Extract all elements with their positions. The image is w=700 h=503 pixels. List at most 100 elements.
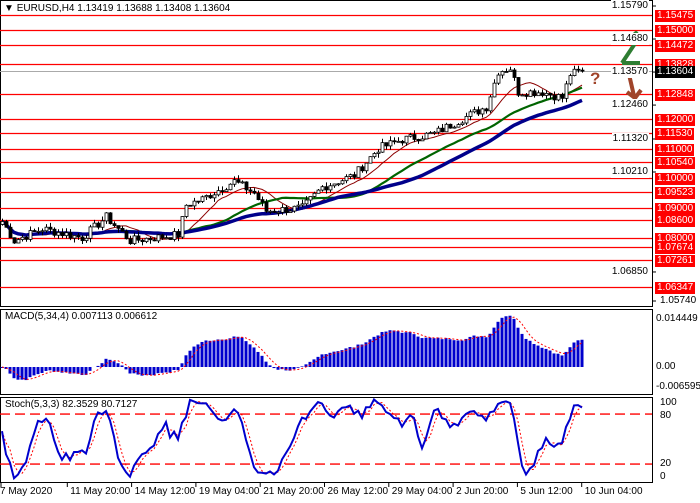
candle-body [477,110,480,114]
candle-body [565,84,568,98]
macd-histogram-bar [205,340,208,367]
macd-histogram-bar [89,367,92,371]
macd-histogram-bar [333,352,336,367]
macd-histogram-bar [457,340,460,367]
candle-body [537,93,540,96]
macd-histogram-bar [385,332,388,367]
candle-body [469,112,472,117]
candle-body [45,227,48,231]
macd-histogram-bar [37,367,40,374]
candle-body [73,235,76,238]
level-price-label: 1.15475 [655,10,695,22]
candle-body [153,240,156,241]
macd-histogram-bar [357,345,360,367]
candle-body [317,190,320,193]
stoch-tick-label: 20 [660,458,671,470]
macd-histogram-bar [533,344,536,367]
candle-body [349,175,352,177]
macd-histogram-bar [473,336,476,367]
price-tick-label: 1.06850 [611,266,649,278]
candle-body [321,187,324,190]
level-price-label: 1.12848 [655,89,695,101]
candle-body [161,235,164,238]
candle-body [37,231,40,232]
candle-body [509,70,512,72]
macd-histogram-bar [173,367,176,370]
macd-histogram-bar [33,367,36,375]
candle-body [481,109,484,114]
time-axis-label: 2 Jun 20:00 [456,486,508,498]
macd-histogram-bar [341,350,344,367]
candle-body [181,216,184,237]
macd-panel-border [1,310,653,395]
time-axis-label: 21 May 20:00 [263,486,324,498]
candle-body [49,227,52,229]
candle-body [341,181,344,184]
macd-histogram-bar [149,367,152,375]
candle-body [561,94,564,98]
stoch-tick-label: 80 [660,410,671,422]
candle-body [277,212,280,213]
candle-body [557,94,560,99]
macd-histogram-bar [253,347,256,367]
candle-body [333,184,336,186]
macd-histogram-bar [145,367,148,375]
level-price-label: 1.08600 [655,215,695,227]
candle-body [457,125,460,128]
current-price-label: 1.13604 [655,66,695,78]
candle-body [289,211,292,213]
macd-histogram-bar [389,330,392,367]
candle-body [549,93,552,95]
candle-body [449,124,452,128]
macd-histogram-bar [317,357,320,367]
level-price-label: 1.11530 [655,128,694,140]
macd-histogram-bar [545,349,548,367]
macd-histogram-bar [49,367,52,370]
macd-histogram-bar [493,328,496,367]
candle-body [229,184,232,189]
macd-histogram-bar [265,362,268,367]
candle-body [529,91,532,97]
macd-histogram-bar [45,367,48,371]
candle-body [501,71,504,75]
macd-histogram-bar [529,341,532,367]
macd-histogram-bar [485,337,488,367]
candle-body [309,196,312,200]
candle-body [437,128,440,132]
time-axis-label: 19 May 04:00 [199,486,260,498]
candle-body [57,232,60,235]
stoch-main-line [2,399,582,478]
candle-body [105,213,108,221]
candle-body [433,132,436,133]
candle-body [5,221,8,227]
candle-body [413,135,416,140]
candle-body [485,109,488,111]
dropdown-triangle-icon[interactable]: ▼ [4,3,14,14]
candle-body [489,97,492,111]
macd-histogram-bar [381,332,384,367]
stoch-label: Stoch(5,3,3) 82.3529 80.7127 [5,399,137,410]
candle-body [149,238,152,239]
candle-body [265,202,268,211]
candle-body [185,205,188,216]
macd-histogram-bar [17,367,20,380]
candle-body [89,227,92,238]
candle-body [173,231,176,239]
candle-body [245,182,248,190]
candle-body [1,221,4,224]
candle-body [109,213,112,224]
macd-histogram-bar [517,328,520,367]
candle-body [225,190,228,192]
candle-body [117,226,120,229]
macd-histogram-bar [225,340,228,367]
candle-body [197,201,200,202]
macd-histogram-bar [273,367,276,368]
time-axis-label: 11 May 20:00 [70,486,130,498]
time-axis-label: 7 May 2020 [0,486,52,498]
level-price-label: 1.10540 [655,157,695,169]
macd-histogram-bar [229,338,232,367]
macd-histogram-bar [113,361,116,367]
candle-body [13,238,16,243]
candle-body [313,193,316,196]
